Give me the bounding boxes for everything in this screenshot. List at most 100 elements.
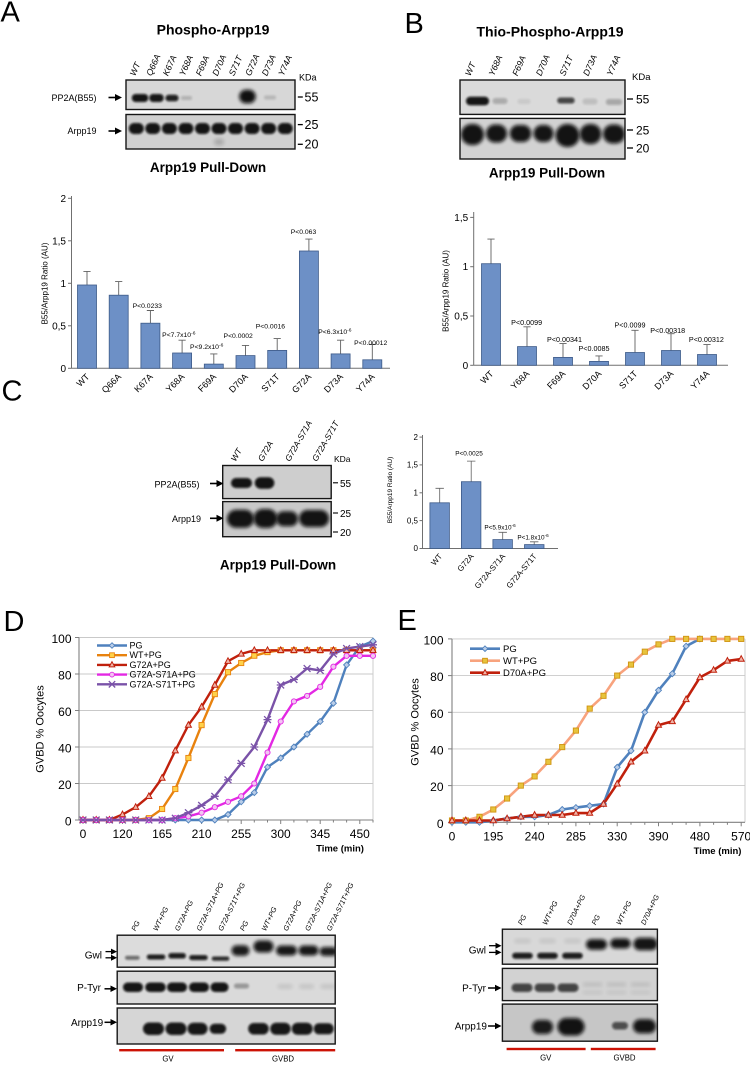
svg-text:1: 1: [414, 489, 419, 498]
svg-text:20: 20: [340, 528, 352, 539]
svg-text:1,5: 1,5: [52, 236, 66, 247]
svg-text:450: 450: [350, 827, 370, 841]
svg-text:55: 55: [340, 479, 352, 490]
svg-text:1,5: 1,5: [407, 461, 419, 470]
svg-text:60: 60: [58, 705, 72, 719]
svg-text:PG: PG: [516, 913, 529, 927]
svg-text:GVBD % Oocytes: GVBD % Oocytes: [410, 678, 422, 766]
svg-text:1,5: 1,5: [454, 213, 468, 224]
svg-text:P<0.063: P<0.063: [291, 229, 317, 236]
svg-text:20: 20: [58, 778, 72, 792]
svg-text:P<0.0099: P<0.0099: [511, 318, 542, 327]
svg-text:D70A+PG: D70A+PG: [503, 668, 546, 679]
svg-text:P<9.2x10-6: P<9.2x10-6: [190, 343, 224, 351]
svg-text:0: 0: [65, 815, 72, 829]
svg-text:P<0.00312: P<0.00312: [689, 335, 724, 344]
svg-text:D: D: [4, 606, 25, 638]
svg-text:P<0.00318: P<0.00318: [650, 326, 685, 335]
svg-text:GV: GV: [162, 1055, 174, 1064]
svg-text:330: 330: [607, 829, 627, 843]
svg-text:WT+PG: WT+PG: [503, 656, 537, 667]
svg-text:Time (min): Time (min): [316, 844, 364, 855]
svg-text:P<0.00012: P<0.00012: [354, 340, 387, 347]
svg-text:Thio-Phospho-Arpp19: Thio-Phospho-Arpp19: [477, 24, 624, 40]
svg-text:55: 55: [305, 91, 319, 105]
svg-text:0: 0: [437, 817, 444, 831]
svg-text:GVBD: GVBD: [613, 1054, 635, 1063]
svg-text:PG: PG: [590, 913, 603, 927]
svg-text:P-Tyr: P-Tyr: [462, 984, 487, 995]
svg-text:0,5: 0,5: [407, 516, 419, 525]
svg-text:B55/Arpp19 Ratio (AU): B55/Arpp19 Ratio (AU): [387, 457, 394, 523]
svg-text:PP2A(B55): PP2A(B55): [51, 93, 96, 103]
svg-text:KDa: KDa: [334, 454, 351, 464]
svg-text:B55/Arpp19 Ratio (AU): B55/Arpp19 Ratio (AU): [41, 242, 50, 324]
svg-text:240: 240: [525, 829, 545, 843]
svg-text:GV: GV: [540, 1054, 552, 1063]
svg-text:480: 480: [690, 829, 710, 843]
svg-text:A: A: [1, 0, 21, 29]
svg-text:P<0.0025: P<0.0025: [455, 451, 483, 458]
svg-text:KDa: KDa: [299, 72, 317, 82]
svg-text:0: 0: [449, 829, 456, 843]
svg-text:1: 1: [60, 279, 66, 290]
svg-text:2: 2: [414, 433, 419, 442]
svg-text:390: 390: [648, 829, 668, 843]
svg-text:G72A-S71T+PG: G72A-S71T+PG: [130, 679, 196, 689]
svg-text:195: 195: [483, 829, 503, 843]
svg-text:PG: PG: [129, 919, 142, 933]
svg-text:Gwl: Gwl: [469, 946, 486, 957]
svg-text:P<0.0016: P<0.0016: [256, 324, 286, 331]
svg-text:25: 25: [305, 118, 319, 132]
svg-text:570: 570: [731, 829, 750, 843]
svg-text:P<0.0233: P<0.0233: [133, 303, 163, 310]
svg-text:Arpp19: Arpp19: [455, 1022, 488, 1033]
svg-text:25: 25: [636, 124, 650, 138]
svg-text:Gwl: Gwl: [85, 950, 102, 961]
svg-text:0: 0: [463, 361, 469, 372]
svg-text:E: E: [398, 605, 417, 637]
svg-text:Arpp19: Arpp19: [67, 126, 96, 136]
svg-text:100: 100: [423, 633, 443, 647]
svg-text:20: 20: [430, 780, 444, 794]
svg-text:0: 0: [60, 364, 66, 375]
svg-text:P<0.0085: P<0.0085: [579, 344, 610, 353]
svg-text:P<7.7x10-6: P<7.7x10-6: [162, 331, 196, 339]
svg-text:PG: PG: [130, 641, 143, 651]
svg-text:Arpp19 Pull-Down: Arpp19 Pull-Down: [220, 558, 336, 573]
svg-text:55: 55: [636, 93, 650, 107]
svg-text:210: 210: [192, 827, 212, 841]
svg-text:Arpp19 Pull-Down: Arpp19 Pull-Down: [489, 166, 605, 181]
svg-text:Time (min): Time (min): [694, 846, 742, 857]
svg-text:PG: PG: [503, 644, 517, 655]
svg-text:KDa: KDa: [632, 72, 651, 83]
svg-text:Arpp19: Arpp19: [71, 1018, 104, 1029]
svg-text:P<0.0002: P<0.0002: [224, 333, 254, 340]
svg-text:B: B: [405, 8, 424, 40]
svg-text:Arpp19: Arpp19: [172, 514, 201, 524]
svg-text:P<1.8x10-6: P<1.8x10-6: [517, 533, 549, 541]
svg-text:P<0.00341: P<0.00341: [547, 335, 582, 344]
svg-text:G72A-S71A+PG: G72A-S71A+PG: [130, 670, 196, 680]
svg-text:P<0.0099: P<0.0099: [615, 321, 646, 330]
svg-text:2: 2: [60, 194, 66, 205]
svg-text:120: 120: [112, 827, 132, 841]
svg-text:WT+PG: WT+PG: [130, 650, 162, 660]
svg-text:PG: PG: [238, 919, 251, 933]
svg-text:G72A+PG: G72A+PG: [130, 660, 171, 670]
svg-text:0,5: 0,5: [454, 312, 468, 323]
svg-text:P<6.3x10-6: P<6.3x10-6: [318, 328, 352, 336]
svg-text:0: 0: [414, 544, 419, 553]
svg-text:25: 25: [340, 509, 352, 520]
svg-text:40: 40: [58, 742, 72, 756]
svg-text:285: 285: [566, 829, 586, 843]
svg-text:PP2A(B55): PP2A(B55): [154, 479, 199, 489]
svg-text:40: 40: [430, 743, 444, 757]
svg-text:0,5: 0,5: [52, 321, 66, 332]
svg-text:B55/Arpp19 Ratio (AU): B55/Arpp19 Ratio (AU): [442, 250, 451, 332]
svg-text:1: 1: [463, 262, 469, 273]
svg-text:P<5.9x10-6: P<5.9x10-6: [484, 523, 516, 531]
svg-text:C: C: [2, 376, 23, 408]
svg-text:345: 345: [310, 827, 330, 841]
svg-text:Phospho-Arpp19: Phospho-Arpp19: [157, 22, 270, 38]
